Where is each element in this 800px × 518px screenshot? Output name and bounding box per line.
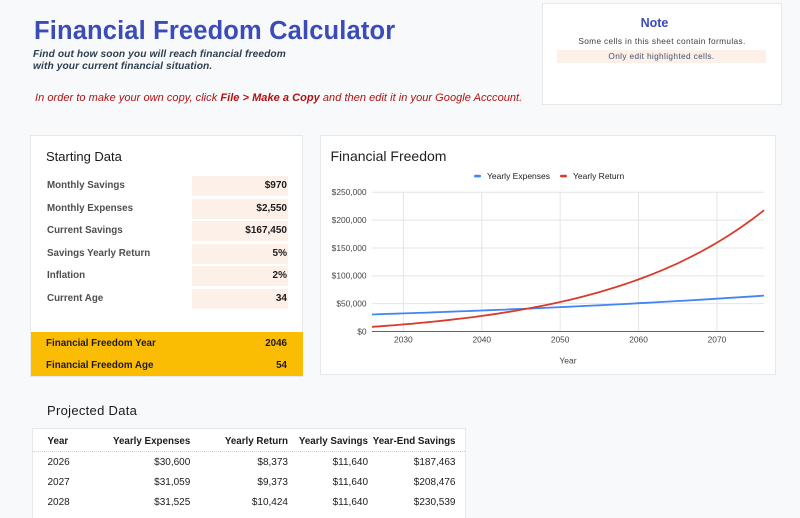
svg-text:2040: 2040 xyxy=(472,335,491,345)
svg-text:2050: 2050 xyxy=(551,335,570,345)
svg-text:Yearly Return: Yearly Return xyxy=(573,171,624,181)
svg-text:2070: 2070 xyxy=(708,335,727,345)
svg-text:$150,000: $150,000 xyxy=(332,243,367,253)
svg-text:$0: $0 xyxy=(357,326,367,336)
svg-text:$250,000: $250,000 xyxy=(332,187,367,197)
svg-text:2030: 2030 xyxy=(394,335,413,345)
svg-text:Yearly Expenses: Yearly Expenses xyxy=(487,171,550,181)
svg-text:$100,000: $100,000 xyxy=(332,271,367,281)
svg-text:Year: Year xyxy=(559,356,576,366)
svg-text:$50,000: $50,000 xyxy=(336,298,367,308)
svg-text:$200,000: $200,000 xyxy=(332,215,367,225)
svg-text:2060: 2060 xyxy=(629,335,648,345)
